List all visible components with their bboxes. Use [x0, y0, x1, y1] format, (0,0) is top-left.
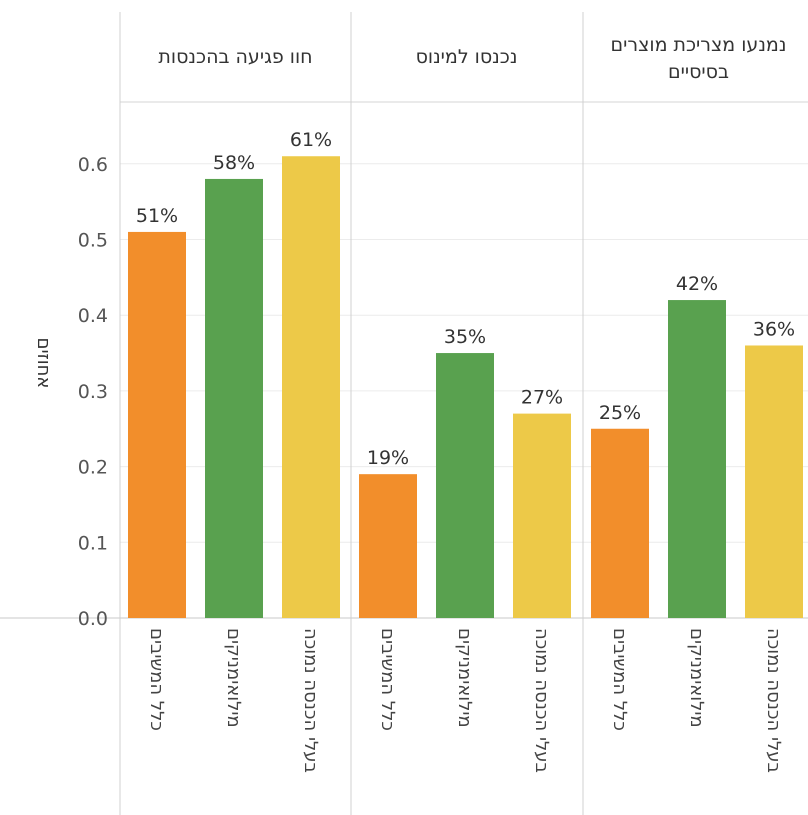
category-label: כלל המשיבים — [609, 628, 630, 731]
y-tick-label: 0.5 — [78, 230, 108, 252]
data-label: 35% — [444, 326, 486, 348]
panel-title: נמנעו מצריכת מוצרים — [611, 34, 787, 56]
bar — [436, 353, 494, 618]
bar — [513, 413, 571, 618]
y-tick-label: 0.0 — [78, 608, 108, 630]
y-tick-label: 0.2 — [78, 457, 108, 479]
category-labels: כלל המשיבים מילואימניקים בעלי הכנסה נמוכה כ… — [146, 628, 784, 773]
data-label: 58% — [213, 152, 255, 174]
panel-title: חוו פגיעה בהכנסות — [158, 46, 312, 68]
category-label: מילואימניקים — [223, 628, 244, 728]
data-label: 51% — [136, 205, 178, 227]
bar — [205, 178, 263, 618]
panel-headers: חוו פגיעה בהכנסות נכנסו למינוס נמנעו מצריכ… — [158, 34, 786, 83]
bar — [359, 474, 417, 618]
bar — [745, 345, 803, 618]
bar — [591, 428, 649, 618]
bar — [668, 300, 726, 618]
y-tick-label: 0.3 — [78, 381, 108, 403]
y-axis-ticks: 0.0 0.1 0.2 0.3 0.4 0.5 0.6 — [78, 154, 108, 630]
bars: 51% 58% 61% 19% 35% 27% 25% 42% 36% — [128, 129, 803, 619]
category-label: מילואימניקים — [686, 628, 707, 728]
category-label: בעלי הכנסה נמוכה — [300, 628, 321, 773]
y-tick-label: 0.1 — [78, 532, 108, 554]
data-label: 36% — [753, 318, 795, 340]
data-label: 19% — [367, 447, 409, 469]
category-label: כלל המשיבים — [377, 628, 398, 731]
category-label: בעלי הכנסה נמוכה — [763, 628, 784, 773]
y-axis-label: אחוזים — [33, 338, 54, 389]
bar — [128, 231, 186, 618]
panel-title: בסיסיים — [668, 61, 729, 83]
data-label: 25% — [599, 402, 641, 424]
y-tick-label: 0.6 — [78, 154, 108, 176]
y-tick-label: 0.4 — [78, 305, 108, 327]
data-label: 27% — [521, 387, 563, 409]
category-label: בעלי הכנסה נמוכה — [531, 628, 552, 773]
data-label: 61% — [290, 129, 332, 151]
data-label: 42% — [676, 273, 718, 295]
panel-title: נכנסו למינוס — [416, 46, 518, 68]
category-label: מילואימניקים — [454, 628, 475, 728]
bar — [282, 156, 340, 619]
category-label: כלל המשיבים — [146, 628, 167, 731]
